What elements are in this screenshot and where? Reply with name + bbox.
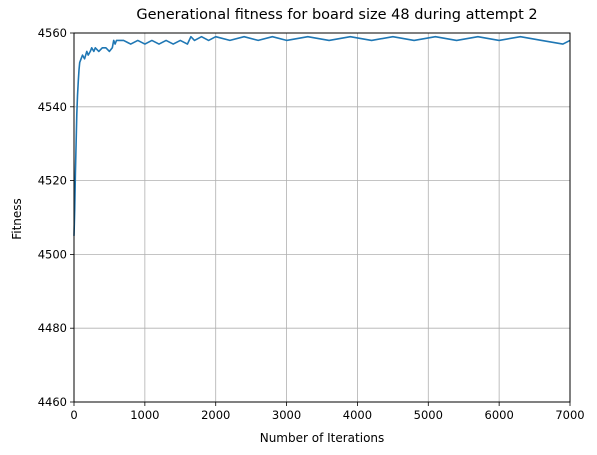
x-tick-label: 4000 bbox=[343, 408, 372, 422]
x-ticks: 0 1000 2000 3000 4000 5000 6000 7000 bbox=[70, 402, 585, 422]
x-tick-label: 7000 bbox=[555, 408, 584, 422]
y-tick-label: 4560 bbox=[38, 26, 67, 40]
x-tick-label: 5000 bbox=[414, 408, 443, 422]
y-tick-label: 4500 bbox=[38, 247, 67, 261]
y-tick-label: 4480 bbox=[38, 321, 67, 335]
y-tick-label: 4460 bbox=[38, 395, 67, 409]
y-ticks: 4460 4480 4500 4520 4540 4560 bbox=[38, 26, 74, 409]
series-group bbox=[73, 35, 571, 236]
x-tick-label: 2000 bbox=[201, 408, 230, 422]
plot-frame bbox=[73, 32, 571, 403]
x-tick-label: 3000 bbox=[272, 408, 301, 422]
x-axis-label: Number of Iterations bbox=[260, 431, 385, 445]
x-tick-label: 1000 bbox=[130, 408, 159, 422]
y-axis-label: Fitness bbox=[10, 198, 24, 240]
y-tick-label: 4520 bbox=[38, 174, 67, 188]
series-line-0 bbox=[73, 35, 571, 236]
grid-lines bbox=[73, 32, 571, 403]
y-tick-label: 4540 bbox=[38, 100, 67, 114]
x-tick-label: 0 bbox=[70, 408, 77, 422]
x-tick-label: 6000 bbox=[485, 408, 514, 422]
chart-title: Generational fitness for board size 48 d… bbox=[136, 7, 537, 23]
